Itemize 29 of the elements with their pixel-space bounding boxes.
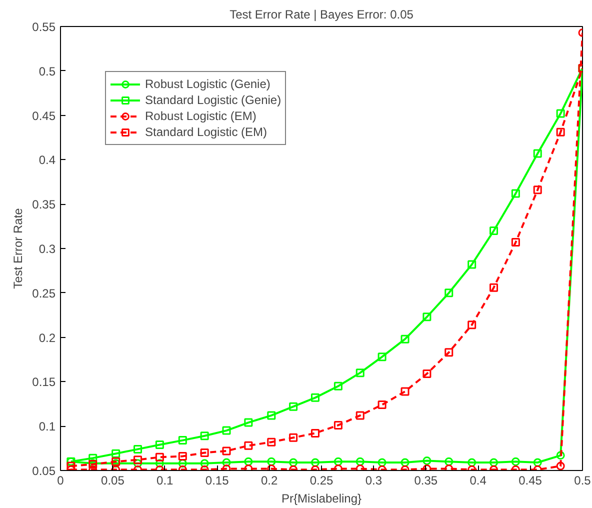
x-tick-label: 0.3 bbox=[365, 474, 382, 488]
legend-label: Standard Logistic (EM) bbox=[145, 124, 268, 140]
y-tick-label: 0.35 bbox=[32, 198, 56, 212]
legend-label: Robust Logistic (Genie) bbox=[145, 76, 270, 92]
x-tick-label: 0.15 bbox=[205, 474, 230, 488]
x-tick-label: 0.1 bbox=[156, 474, 174, 488]
y-axis-title: Test Error Rate bbox=[11, 208, 26, 289]
y-tick-label: 0.3 bbox=[38, 242, 56, 256]
x-tick-label: 0 bbox=[57, 474, 64, 488]
legend-label: Standard Logistic (Genie) bbox=[145, 92, 282, 108]
y-tick-label: 0.1 bbox=[38, 420, 56, 434]
x-tick-label: 0.2 bbox=[260, 474, 278, 488]
x-tick-label: 0.4 bbox=[470, 474, 487, 488]
y-tick-label: 0.4 bbox=[38, 153, 56, 168]
y-tick-label: 0.25 bbox=[32, 286, 56, 300]
y-tick-label: 0.05 bbox=[32, 464, 56, 478]
x-tick-label: 0.05 bbox=[101, 474, 125, 488]
y-tick-label: 0.2 bbox=[38, 330, 56, 345]
x-tick-label: 0.45 bbox=[518, 474, 542, 488]
x-tick-label: 0.35 bbox=[414, 474, 438, 488]
x-tick-label: 0.25 bbox=[310, 474, 334, 488]
y-tick-label: 0.15 bbox=[32, 375, 56, 390]
legend-label: Robust Logistic (EM) bbox=[145, 108, 256, 124]
y-tick-label: 0.45 bbox=[32, 108, 56, 123]
y-tick-label: 0.55 bbox=[32, 20, 56, 34]
y-tick-label: 0.5 bbox=[38, 64, 56, 78]
x-axis-title: Pr{Mislabeling} bbox=[281, 492, 362, 506]
chart-title: Test Error Rate | Bayes Error: 0.05 bbox=[230, 8, 414, 22]
x-tick-label: 0.5 bbox=[574, 474, 592, 488]
